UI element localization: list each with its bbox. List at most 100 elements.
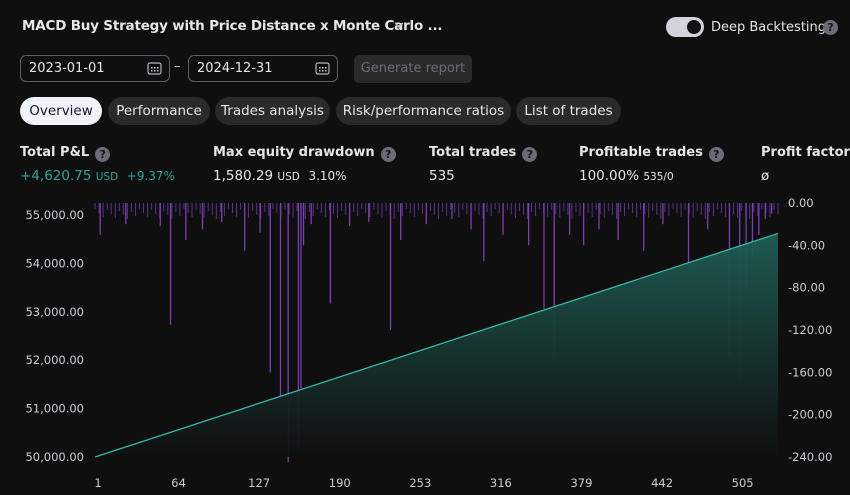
- drawdown-tick: [700, 203, 702, 215]
- drawdown-tick: [151, 203, 153, 210]
- strategy-title[interactable]: MACD Buy Strategy with Price Distance x …: [22, 18, 443, 34]
- equity-chart[interactable]: 55,000.00 54,000.00 53,000.00 52,000.00 51,0…: [0, 195, 850, 495]
- drawdown-tick: [191, 203, 193, 217]
- drawdown-tick: [349, 203, 351, 219]
- drawdown-tick: [377, 203, 379, 214]
- drawdown-bar: [302, 203, 305, 246]
- profit-factor-label: Profit factor: [761, 145, 850, 160]
- drawdown-tick: [777, 203, 779, 214]
- drawdown-tick: [179, 203, 181, 216]
- drawdown-bar: [582, 203, 585, 246]
- drawdown-tick: [498, 203, 500, 213]
- drawdown-tick: [458, 203, 460, 217]
- drawdown-tick: [393, 203, 395, 219]
- drawdown-tick: [490, 203, 492, 216]
- drawdown-tick: [773, 203, 775, 210]
- left-axis-tick-label: 50,000.00: [25, 450, 84, 464]
- help-icon[interactable]: ?: [380, 147, 396, 162]
- drawdown-tick: [98, 203, 100, 213]
- drawdown-tick: [381, 203, 383, 218]
- tab-list-of-trades[interactable]: List of trades: [516, 97, 621, 125]
- tab-overview[interactable]: Overview: [20, 97, 102, 125]
- drawdown-tick: [510, 203, 512, 214]
- drawdown-tick: [175, 203, 177, 212]
- drawdown-tick: [280, 203, 282, 217]
- right-axis-tick-label: -240.00: [788, 450, 832, 464]
- drawdown-tick: [547, 203, 549, 217]
- tab-risk-performance-ratios[interactable]: Risk/performance ratios: [336, 97, 511, 125]
- drawdown-tick: [106, 203, 108, 210]
- drawdown-tick: [272, 203, 274, 209]
- drawdown-tick: [421, 203, 423, 214]
- drawdown-tick: [765, 203, 767, 213]
- drawdown-tick: [502, 203, 504, 217]
- profitable-trades-value: 100.00% 535/0: [579, 168, 674, 184]
- profit-factor-value: ø: [761, 168, 770, 184]
- drawdown-tick: [167, 203, 169, 215]
- drawdown-tick: [361, 203, 363, 209]
- drawdown-tick: [341, 203, 343, 211]
- help-icon[interactable]: ?: [823, 20, 838, 35]
- drawdown-tick: [324, 203, 326, 217]
- x-axis-tick-label: 253: [409, 476, 431, 490]
- drawdown-tick: [579, 203, 581, 216]
- x-axis-tick-label: 442: [651, 476, 673, 490]
- drawdown-tick: [268, 203, 270, 216]
- x-axis-tick-label: 64: [171, 476, 186, 490]
- start-date-input[interactable]: 2023-01-01: [20, 55, 170, 82]
- drawdown-tick: [308, 203, 310, 212]
- start-date-value: 2023-01-01: [29, 61, 105, 76]
- deep-backtesting-toggle[interactable]: [666, 17, 704, 37]
- drawdown-bar: [751, 203, 754, 256]
- right-axis-tick-label: -40.00: [788, 238, 825, 252]
- left-axis-tick-label: 55,000.00: [25, 208, 84, 222]
- drawdown-bar: [201, 203, 204, 230]
- generate-report-button[interactable]: Generate report: [354, 55, 472, 83]
- drawdown-tick: [438, 203, 440, 219]
- drawdown-tick: [615, 203, 617, 219]
- drawdown-tick: [163, 203, 165, 211]
- end-date-input[interactable]: 2024-12-31: [188, 55, 338, 82]
- drawdown-tick: [535, 203, 537, 216]
- deep-backtesting-label: Deep Backtesting: [711, 20, 827, 35]
- help-icon[interactable]: ?: [708, 147, 724, 162]
- drawdown-tick: [373, 203, 375, 210]
- drawdown-tick: [769, 203, 771, 217]
- drawdown-tick: [470, 203, 472, 218]
- drawdown-bar: [707, 203, 709, 230]
- drawdown-tick: [304, 203, 306, 219]
- x-axis-tick-label: 379: [570, 476, 592, 490]
- drawdown-tick: [215, 203, 217, 219]
- drawdown-tick: [527, 203, 528, 219]
- drawdown-bar: [771, 203, 773, 214]
- total-pnl-value: +4,620.75 USD +9.37%: [20, 168, 175, 184]
- drawdown-bar: [279, 203, 282, 399]
- drawdown-tick: [365, 203, 367, 213]
- tab-trades-analysis[interactable]: Trades analysis: [215, 97, 330, 125]
- drawdown-tick: [385, 203, 387, 211]
- help-icon[interactable]: ?: [95, 147, 111, 162]
- drawdown-tick: [660, 203, 662, 219]
- drawdown-tick: [329, 203, 330, 210]
- max-drawdown-value: 1,580.29 USD 3.10%: [213, 168, 347, 184]
- drawdown-tick: [94, 203, 96, 209]
- total-pnl-label: Total P&L?: [20, 145, 111, 162]
- drawdown-bar: [221, 203, 223, 223]
- calendar-icon[interactable]: [315, 61, 330, 75]
- drawdown-tick: [333, 203, 334, 214]
- chevron-down-icon[interactable]: [394, 19, 404, 33]
- help-icon[interactable]: ?: [522, 147, 538, 162]
- drawdown-tick: [753, 203, 755, 212]
- drawdown-tick: [276, 203, 278, 213]
- drawdown-tick: [688, 203, 690, 214]
- drawdown-tick: [712, 203, 714, 216]
- drawdown-tick: [244, 203, 246, 214]
- drawdown-tick: [563, 203, 565, 211]
- drawdown-tick: [640, 203, 642, 210]
- drawdown-tick: [284, 203, 286, 210]
- drawdown-tick: [664, 203, 666, 212]
- calendar-icon[interactable]: [147, 61, 162, 75]
- drawdown-bar: [99, 203, 101, 235]
- tab-performance[interactable]: Performance: [108, 97, 210, 125]
- drawdown-tick: [357, 203, 359, 216]
